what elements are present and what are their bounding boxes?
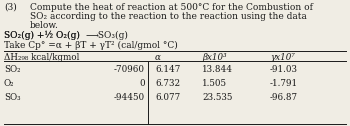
Text: 6.732: 6.732 [155, 79, 180, 88]
Text: βx10³: βx10³ [202, 53, 227, 62]
Text: ΔH₂₉₈ kcal/kgmol: ΔH₂₉₈ kcal/kgmol [4, 53, 79, 62]
Text: below.: below. [30, 21, 59, 30]
Text: 13.844: 13.844 [202, 65, 233, 74]
Text: SO₃: SO₃ [4, 93, 21, 102]
Text: -91.03: -91.03 [270, 65, 298, 74]
Text: Compute the heat of reaction at 500°C for the Combustion of: Compute the heat of reaction at 500°C fo… [30, 3, 313, 12]
Text: SO₂: SO₂ [4, 65, 21, 74]
Text: 6.147: 6.147 [155, 65, 180, 74]
Text: 0: 0 [139, 79, 145, 88]
Text: ⟶SO₃(g): ⟶SO₃(g) [85, 31, 128, 40]
Text: -94450: -94450 [114, 93, 145, 102]
Text: -1.791: -1.791 [270, 79, 298, 88]
Text: γx10⁷: γx10⁷ [270, 53, 295, 62]
Text: 23.535: 23.535 [202, 93, 232, 102]
Text: O₂: O₂ [4, 79, 14, 88]
Text: α: α [155, 53, 161, 62]
Text: 1.505: 1.505 [202, 79, 227, 88]
Text: -70960: -70960 [114, 65, 145, 74]
Text: (3): (3) [4, 3, 17, 12]
Text: SO₂ according to the reaction to the reaction using the data: SO₂ according to the reaction to the rea… [30, 12, 307, 21]
Text: SO₂(g) +½ O₂(g): SO₂(g) +½ O₂(g) [4, 31, 80, 40]
Text: 6.077: 6.077 [155, 93, 180, 102]
Text: SO₂(g) +½ O₂(g): SO₂(g) +½ O₂(g) [4, 31, 80, 40]
Text: Take Cp° =α + βT + γT² (cal/gmol °C): Take Cp° =α + βT + γT² (cal/gmol °C) [4, 41, 178, 50]
Text: -96.87: -96.87 [270, 93, 298, 102]
